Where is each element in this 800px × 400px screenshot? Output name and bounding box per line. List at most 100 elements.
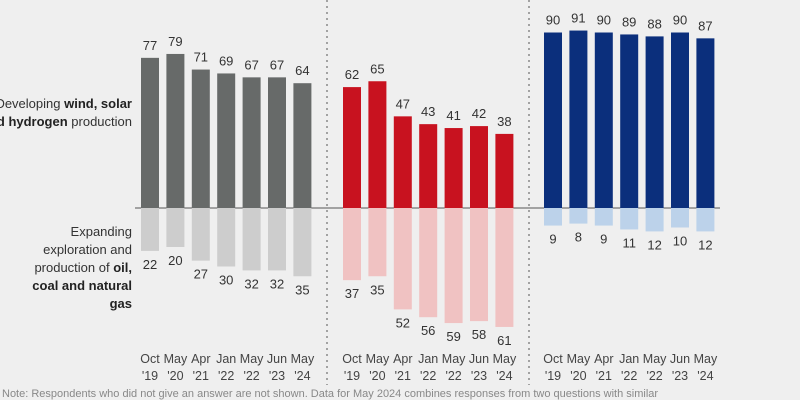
tick-label-year: '20 — [570, 369, 586, 383]
data-label-positive: 89 — [622, 14, 636, 29]
data-label-negative: 22 — [143, 257, 157, 272]
data-label-negative: 11 — [622, 235, 636, 250]
tick-label-month: May — [240, 352, 264, 366]
data-label-positive: 65 — [370, 61, 384, 76]
data-label-negative: 32 — [270, 276, 284, 291]
tick-label-year: '19 — [142, 369, 158, 383]
bar-positive — [242, 77, 261, 208]
bar-negative — [444, 208, 463, 324]
tick-label-year: '23 — [672, 369, 688, 383]
bar-negative — [620, 208, 639, 230]
data-label-positive: 77 — [143, 38, 157, 53]
bar-negative — [242, 208, 261, 271]
data-label-positive: 41 — [446, 108, 460, 123]
tick-label-month: May — [442, 352, 466, 366]
data-label-positive: 69 — [219, 53, 233, 68]
data-label-negative: 32 — [244, 276, 258, 291]
data-label-negative: 8 — [575, 230, 582, 245]
tick-label-month: Jun — [670, 352, 690, 366]
data-label-positive: 67 — [270, 57, 284, 72]
bar-positive — [343, 87, 361, 208]
tick-label-month: May — [493, 352, 517, 366]
data-label-positive: 71 — [194, 50, 208, 65]
tick-label-year: '23 — [471, 369, 487, 383]
tick-label-month: Jan — [619, 352, 639, 366]
bar-positive — [268, 77, 286, 208]
tick-label-year: '23 — [269, 369, 285, 383]
tick-label-month: Jun — [469, 352, 489, 366]
tick-label-month: May — [366, 352, 390, 366]
tick-label-month: Apr — [393, 352, 412, 366]
bar-negative — [217, 208, 236, 267]
bar-negative — [495, 208, 514, 327]
tick-label-year: '21 — [395, 369, 411, 383]
data-label-negative: 35 — [295, 282, 309, 297]
data-label-negative: 35 — [370, 282, 384, 297]
bar-positive — [594, 32, 613, 208]
bar-positive — [419, 124, 438, 208]
bar-positive — [393, 116, 412, 208]
row-label-text: Expanding exploration and production of — [34, 224, 132, 275]
data-label-negative: 9 — [600, 232, 607, 247]
bar-negative — [569, 208, 588, 224]
tick-label-year: '24 — [697, 369, 713, 383]
bar-negative — [191, 208, 210, 261]
bar-positive — [671, 32, 689, 208]
row-label-text: Developing — [0, 96, 65, 111]
data-label-positive: 90 — [673, 13, 687, 28]
data-label-positive: 90 — [597, 13, 611, 28]
bar-positive — [620, 34, 639, 209]
data-label-positive: 38 — [497, 114, 511, 129]
data-label-negative: 37 — [345, 286, 359, 301]
data-label-positive: 88 — [647, 16, 661, 31]
bar-negative — [343, 208, 361, 281]
bar-negative — [544, 208, 562, 226]
row-label-text: production — [67, 114, 132, 129]
bar-negative — [419, 208, 438, 318]
bar-positive — [166, 53, 185, 209]
bar-positive — [645, 36, 664, 209]
row-label-bold: wind, solar and hydrogen — [0, 96, 132, 129]
bar-positive — [217, 73, 236, 208]
bar-positive — [569, 30, 588, 208]
tick-label-month: Apr — [191, 352, 210, 366]
tick-label-year: '24 — [496, 369, 512, 383]
data-label-positive: 64 — [295, 63, 309, 78]
data-label-positive: 91 — [571, 11, 585, 26]
data-label-negative: 12 — [647, 237, 661, 252]
data-label-negative: 9 — [549, 232, 556, 247]
bar-negative — [470, 208, 488, 322]
bar-positive — [368, 81, 387, 208]
bar-positive — [495, 133, 514, 208]
tick-label-year: '22 — [243, 369, 259, 383]
data-label-negative: 20 — [168, 253, 182, 268]
row-label-bold: oil, coal and natural gas — [32, 260, 132, 311]
data-label-positive: 79 — [168, 34, 182, 49]
bar-negative — [696, 208, 715, 232]
tick-label-year: '20 — [167, 369, 183, 383]
bar-negative — [368, 208, 387, 277]
bar-positive — [444, 128, 463, 208]
data-label-negative: 59 — [446, 329, 460, 344]
tick-label-month: Apr — [594, 352, 613, 366]
data-label-negative: 27 — [194, 267, 208, 282]
tick-label-month: Jun — [267, 352, 287, 366]
tick-label-month: May — [291, 352, 315, 366]
tick-label-year: '22 — [445, 369, 461, 383]
tick-label-year: '22 — [621, 369, 637, 383]
tick-label-year: '20 — [369, 369, 385, 383]
tick-label-month: May — [164, 352, 188, 366]
bar-negative — [293, 208, 312, 277]
bar-negative — [671, 208, 689, 228]
data-label-negative: 58 — [472, 327, 486, 342]
data-label-negative: 10 — [673, 234, 687, 249]
data-label-negative: 61 — [497, 333, 511, 348]
bar-positive — [293, 83, 312, 208]
data-label-negative: 12 — [698, 237, 712, 252]
data-label-negative: 30 — [219, 273, 233, 288]
tick-label-year: '21 — [193, 369, 209, 383]
bar-positive — [696, 38, 715, 208]
tick-label-year: '22 — [218, 369, 234, 383]
bar-negative — [594, 208, 613, 226]
